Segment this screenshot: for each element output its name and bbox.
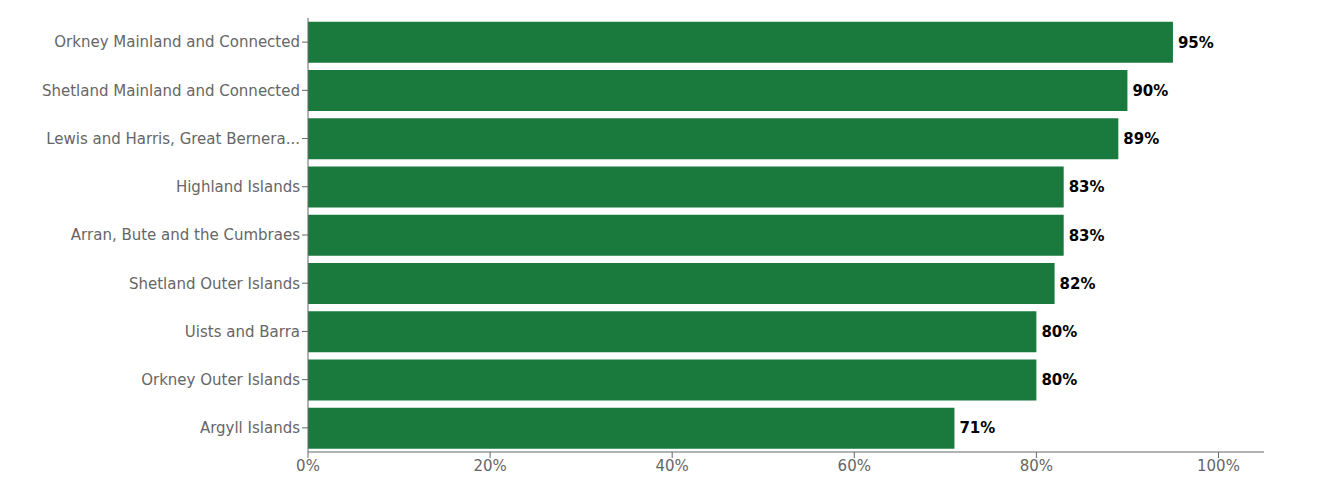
svg-text:Orkney Outer Islands: Orkney Outer Islands (141, 371, 300, 389)
svg-text:80%: 80% (1020, 457, 1053, 475)
svg-text:0%: 0% (296, 457, 320, 475)
svg-text:Lewis and Harris, Great Berner: Lewis and Harris, Great Bernera... (46, 130, 300, 148)
svg-text:95%: 95% (1178, 34, 1214, 52)
svg-text:100%: 100% (1197, 457, 1240, 475)
svg-text:80%: 80% (1041, 323, 1077, 341)
svg-text:80%: 80% (1041, 371, 1077, 389)
svg-text:82%: 82% (1060, 275, 1096, 293)
svg-text:83%: 83% (1069, 227, 1105, 245)
svg-text:20%: 20% (473, 457, 506, 475)
svg-text:89%: 89% (1123, 130, 1159, 148)
svg-text:83%: 83% (1069, 178, 1105, 196)
svg-text:Highland Islands: Highland Islands (176, 178, 300, 196)
svg-text:Shetland Outer Islands: Shetland Outer Islands (129, 275, 300, 293)
svg-text:40%: 40% (656, 457, 689, 475)
svg-text:Argyll Islands: Argyll Islands (200, 419, 300, 437)
svg-text:Uists and Barra: Uists and Barra (185, 323, 300, 341)
svg-text:90%: 90% (1132, 82, 1168, 100)
svg-text:Arran, Bute and the Cumbraes: Arran, Bute and the Cumbraes (71, 226, 300, 244)
svg-text:71%: 71% (959, 419, 995, 437)
svg-text:Shetland Mainland and Connecte: Shetland Mainland and Connected (42, 82, 300, 100)
svg-text:60%: 60% (838, 457, 871, 475)
svg-text:Orkney Mainland and Connected: Orkney Mainland and Connected (54, 33, 300, 51)
